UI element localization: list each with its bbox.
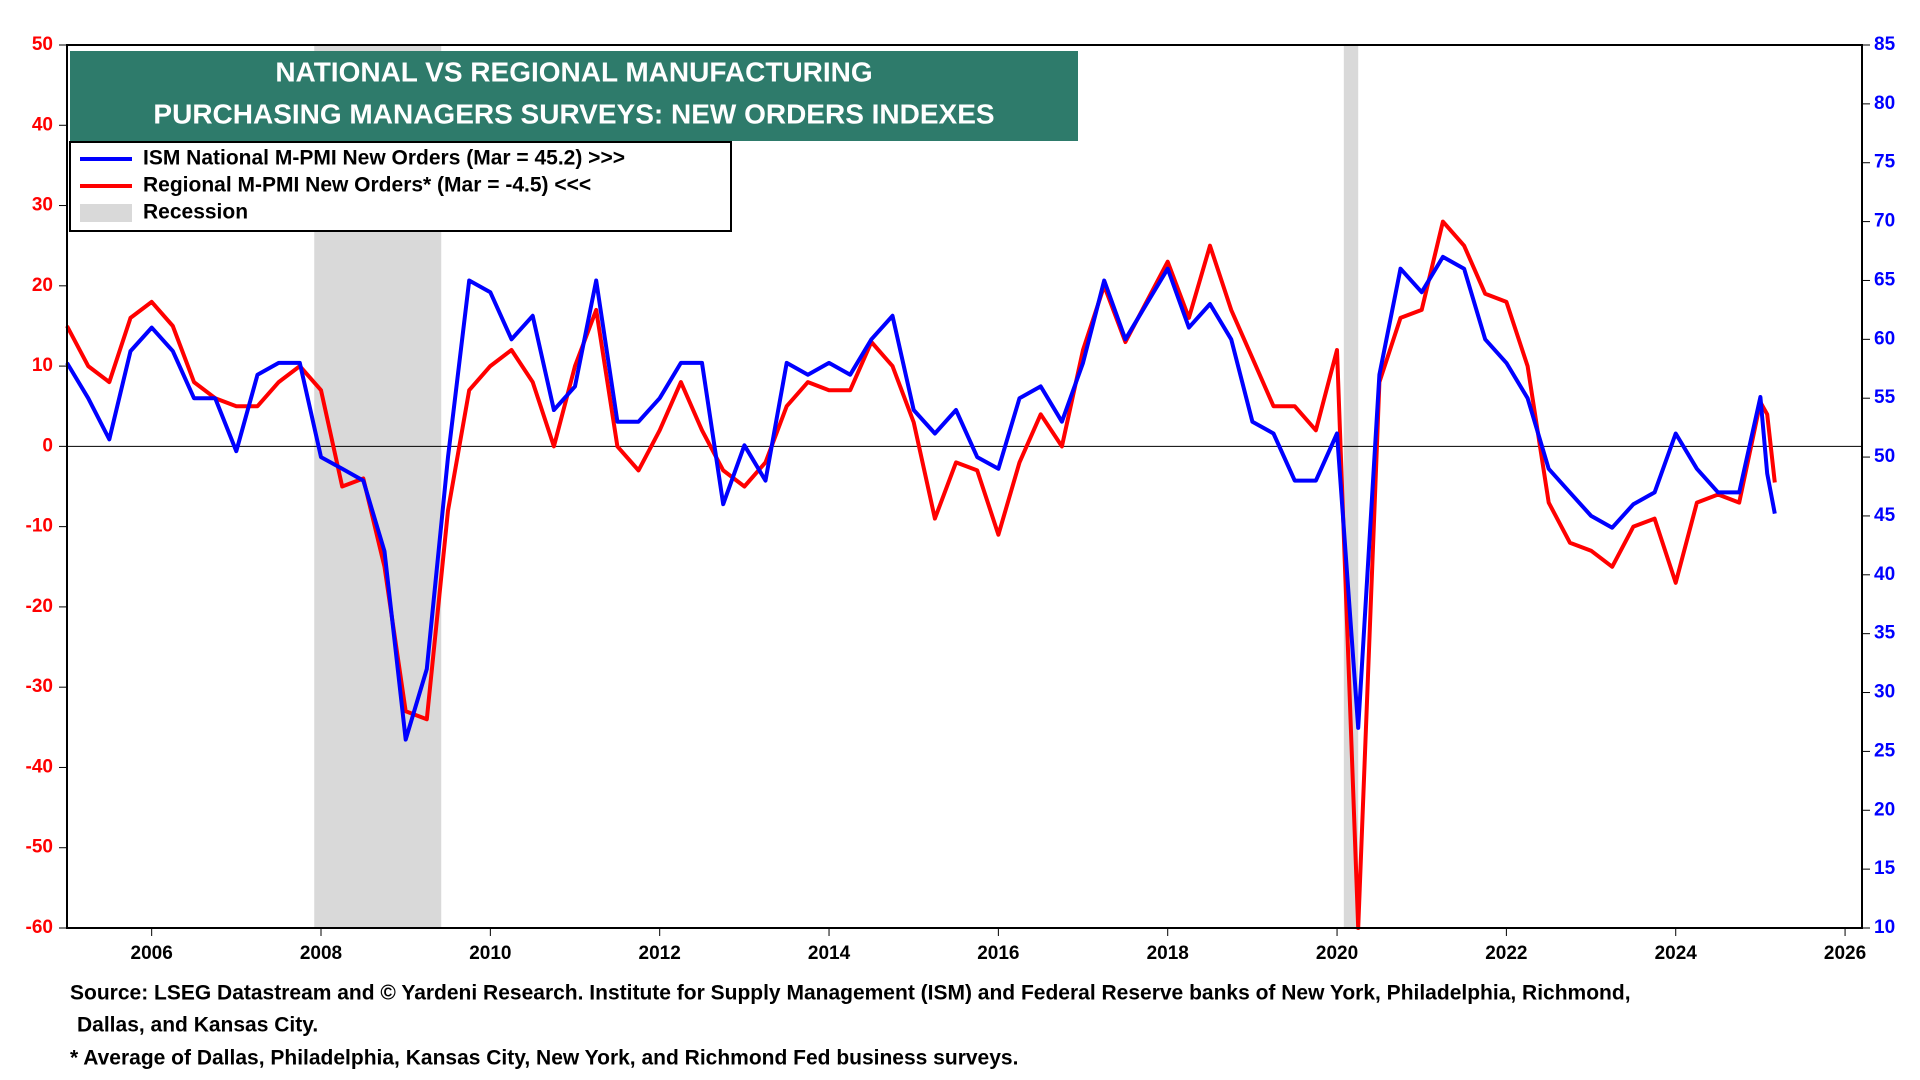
x-tick-label: 2022 [1485,943,1527,964]
recession-band [1343,45,1359,928]
x-tick-label: 2010 [469,943,511,964]
series-line [65,254,1777,742]
y-tick-label: -30 [26,676,53,697]
y-tick-label: -40 [26,756,53,777]
x-tick-label: 2024 [1655,943,1698,964]
y2-tick-label: 45 [1874,505,1896,526]
y2-tick-label: 85 [1874,34,1896,55]
legend-box [69,141,732,232]
y-tick-label: 50 [32,34,53,55]
y-tick-label: -20 [26,596,53,617]
y2-tick-label: 75 [1874,152,1896,173]
legend-label: Recession [143,201,248,224]
y-tick-label: 30 [32,195,53,216]
x-tick-label: 2026 [1824,943,1866,964]
y-tick-label: 20 [32,275,53,296]
y-tick-label: -50 [26,837,53,858]
x-tick-label: 2006 [131,943,173,964]
x-tick-label: 2016 [977,943,1019,964]
y2-tick-label: 20 [1874,799,1895,820]
y2-tick-label: 80 [1874,93,1895,114]
y2-tick-label: 15 [1874,858,1896,879]
legend-label: Regional M-PMI New Orders* (Mar = -4.5) … [143,174,591,197]
y-tick-label: -10 [26,516,53,537]
y2-tick-label: 10 [1874,917,1895,938]
x-tick-label: 2018 [1147,943,1189,964]
y2-tick-label: 30 [1874,682,1895,703]
y-tick-label: -60 [26,917,53,938]
series-line [65,219,1777,930]
y2-tick-label: 40 [1874,564,1895,585]
legend-label: ISM National M-PMI New Orders (Mar = 45.… [143,147,625,170]
footnote: Source: LSEG Datastream and © Yardeni Re… [70,982,1631,1005]
y2-tick-label: 50 [1874,446,1895,467]
y-tick-label: 0 [42,435,53,456]
footnote: * Average of Dallas, Philadelphia, Kansa… [70,1047,1018,1070]
y-tick-label: 10 [32,355,53,376]
y2-tick-label: 55 [1874,387,1896,408]
chart-title: PURCHASING MANAGERS SURVEYS: NEW ORDERS … [153,98,994,129]
legend-swatch [80,204,132,222]
footnote: Dallas, and Kansas City. [77,1014,318,1037]
y2-tick-label: 25 [1874,740,1896,761]
y2-tick-label: 70 [1874,211,1895,232]
plot-frame [66,44,1863,929]
y2-tick-label: 65 [1874,269,1896,290]
x-tick-label: 2020 [1316,943,1358,964]
x-tick-label: 2008 [300,943,342,964]
x-tick-label: 2012 [639,943,681,964]
y-tick-label: 40 [32,114,53,135]
title-box [70,51,1078,141]
y2-tick-label: 60 [1874,328,1895,349]
y2-tick-label: 35 [1874,623,1896,644]
x-tick-label: 2014 [808,943,851,964]
chart-title: NATIONAL VS REGIONAL MANUFACTURING [275,56,872,87]
